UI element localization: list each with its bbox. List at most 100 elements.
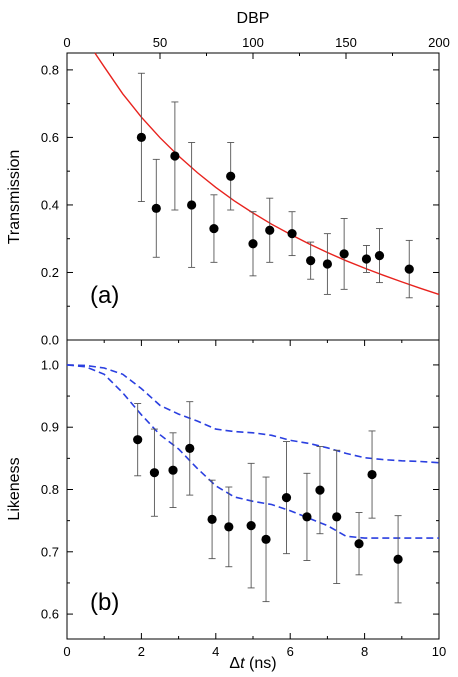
time-variable: t: [240, 655, 245, 672]
upper-dashed-curve: [66, 364, 440, 464]
data-point: [246, 462, 256, 589]
panel-b-y-tick-label: 1.0: [41, 357, 59, 372]
data-marker: [246, 521, 256, 531]
fit-curve-line: [94, 52, 440, 296]
data-marker: [306, 256, 316, 266]
panel-b-ticks: 0 2 4 6 8 10 0.6 0.7 0.8 0.9 1.0: [41, 340, 446, 659]
panel-a-y-axis-title: Transmission: [6, 150, 23, 245]
top-x-tick-label: 200: [428, 35, 450, 50]
model-curves: [66, 364, 440, 539]
panel-b-data-points: [133, 401, 403, 604]
data-point: [209, 194, 219, 263]
data-marker: [332, 512, 342, 522]
data-marker: [302, 512, 312, 522]
data-marker: [367, 469, 377, 480]
panel-b-frame: [66, 339, 440, 640]
top-x-tick-label: 100: [242, 35, 264, 50]
bottom-x-tick-label: 6: [287, 644, 294, 659]
panel-b-y-tick-label: 0.7: [41, 544, 59, 559]
data-marker: [226, 171, 236, 181]
panel-a-data-points: [136, 72, 414, 299]
top-x-tick-label: 0: [63, 35, 70, 50]
panel-b-y-tick-label: 0.6: [41, 607, 59, 622]
data-marker: [339, 249, 349, 259]
data-point: [281, 441, 292, 555]
data-marker: [187, 200, 197, 210]
data-point: [354, 512, 364, 576]
time-unit: (ns): [245, 655, 277, 672]
top-axis-title: DBP: [237, 10, 270, 27]
data-point: [265, 197, 275, 263]
data-marker: [151, 203, 161, 213]
panel-a-ticks: 0 50 100 150 200 0.0 0.2 0.4 0.6 0.8: [41, 35, 450, 348]
data-marker: [361, 254, 372, 264]
data-marker: [185, 443, 195, 453]
top-x-tick-label: 150: [335, 35, 357, 50]
data-point: [187, 142, 197, 268]
data-point: [393, 515, 403, 604]
data-marker: [393, 554, 403, 564]
data-marker: [261, 534, 271, 544]
data-marker: [322, 259, 332, 269]
panel-a: 0 50 100 150 200 0.0 0.2 0.4 0.6 0.8 DBP Transmis…: [6, 10, 450, 348]
data-point: [332, 449, 342, 585]
data-marker: [315, 485, 325, 495]
data-point: [374, 228, 385, 284]
data-marker: [136, 132, 146, 143]
data-point: [367, 430, 377, 519]
fit-curve: [94, 52, 440, 296]
data-marker: [207, 514, 217, 525]
data-point: [315, 446, 325, 535]
data-point: [322, 233, 332, 295]
data-marker: [149, 468, 160, 478]
panel-b: 0 2 4 6 8 10 0.6 0.7 0.8 0.9 1.0 Likeness (b) Δt (…: [6, 339, 446, 672]
data-point: [287, 211, 297, 257]
data-marker: [224, 522, 234, 532]
data-point: [170, 101, 180, 211]
panel-a-y-tick-label: 0.8: [41, 62, 59, 77]
data-marker: [374, 250, 385, 261]
data-marker: [248, 239, 258, 249]
data-point: [151, 158, 161, 258]
data-marker: [404, 264, 414, 274]
panel-a-y-tick-label: 0.4: [41, 197, 59, 212]
panel-b-y-tick-label: 0.9: [41, 420, 59, 435]
panel-b-label: (b): [90, 589, 119, 616]
panel-a-frame: [66, 52, 440, 341]
data-point: [302, 472, 312, 561]
data-point: [361, 245, 372, 273]
panel-a-y-tick-label: 0.6: [41, 130, 59, 145]
data-marker: [209, 223, 219, 234]
data-point: [306, 241, 316, 280]
data-marker: [170, 151, 180, 161]
bottom-x-tick-label: 10: [432, 644, 446, 659]
data-marker: [287, 229, 297, 239]
top-x-tick-label: 50: [153, 35, 167, 50]
data-point: [207, 479, 217, 560]
data-point: [248, 211, 258, 277]
bottom-x-tick-label: 4: [212, 644, 219, 659]
data-marker: [265, 225, 275, 235]
data-point: [339, 217, 349, 290]
data-point: [261, 476, 271, 603]
lower-dashed-curve: [66, 364, 439, 539]
data-point: [404, 239, 414, 299]
data-marker: [133, 435, 143, 445]
panel-a-y-tick-label: 0.0: [41, 333, 59, 348]
panel-b-y-axis-title: Likeness: [6, 457, 23, 520]
data-point: [226, 142, 236, 211]
data-marker: [281, 492, 292, 503]
panel-a-y-tick-label: 0.2: [41, 265, 59, 280]
data-marker: [354, 539, 364, 549]
bottom-x-tick-label: 0: [63, 644, 70, 659]
data-point: [136, 72, 146, 203]
data-point: [168, 432, 178, 509]
data-point: [149, 428, 160, 517]
delta-symbol: Δ: [229, 655, 240, 672]
data-point: [224, 486, 234, 568]
data-point: [185, 401, 195, 496]
bottom-x-tick-label: 8: [361, 644, 368, 659]
panel-a-label: (a): [90, 282, 119, 309]
data-point: [133, 403, 143, 477]
